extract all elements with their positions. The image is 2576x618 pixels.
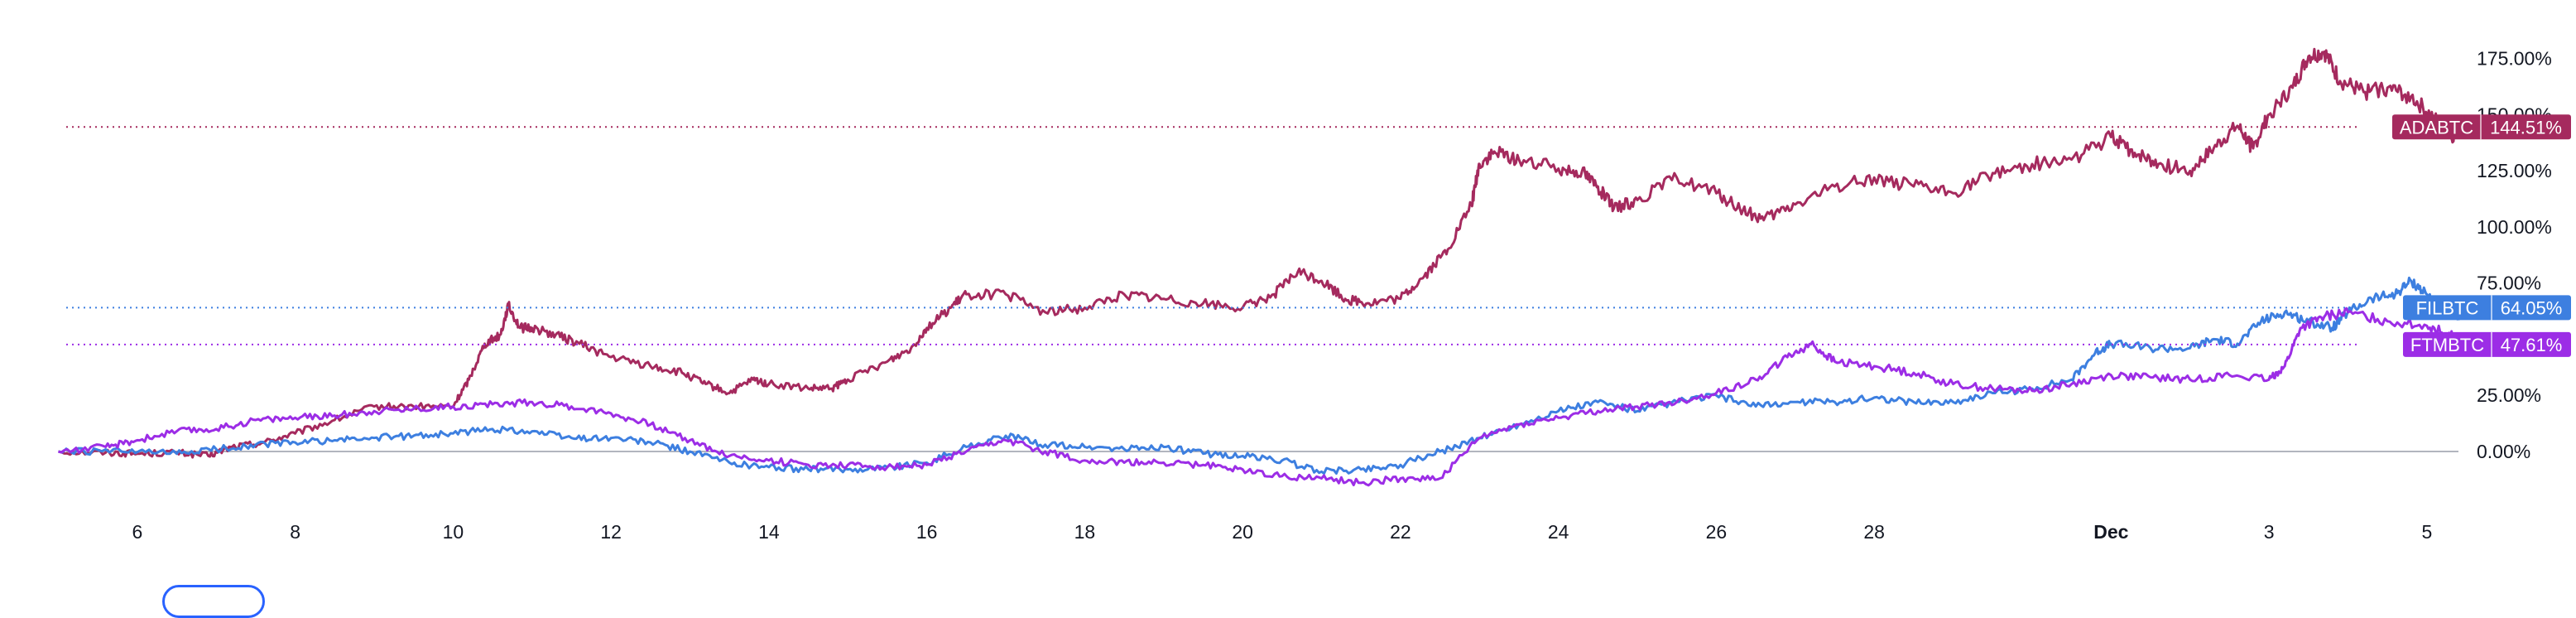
y-tick-label: 25.00%: [2477, 384, 2541, 406]
value-tag-ftmbtc: FTMBTC 47.61%: [2403, 331, 2571, 357]
x-tick-label: 6: [132, 521, 142, 543]
x-tick-label: 5: [2421, 521, 2432, 543]
y-axis-labels: 0.00%25.00%50.00%75.00%100.00%125.00%150…: [2477, 48, 2552, 462]
x-tick-label: 8: [290, 521, 300, 543]
x-tick-label: 14: [758, 521, 780, 543]
x-tick-label: Dec: [2093, 521, 2128, 543]
x-tick-label: 18: [1074, 521, 1096, 543]
series-line-adabtc: [58, 47, 2468, 459]
value-tag-filbtc: FILBTC 64.05%: [2403, 295, 2571, 321]
x-tick-label: 22: [1390, 521, 1411, 543]
series-layer: [58, 47, 2468, 487]
x-tick-label: 24: [1548, 521, 1569, 543]
y-tick-label: 100.00%: [2477, 216, 2552, 238]
y-tick-label: 175.00%: [2477, 48, 2552, 70]
value-tag-background: [2403, 331, 2571, 357]
series-line-ftmbtc: [58, 307, 2468, 487]
series-name-label: ADABTC: [2400, 117, 2473, 138]
series-value-label: 144.51%: [2490, 117, 2562, 138]
series-name-label: FILBTC: [2416, 297, 2479, 318]
x-tick-label: 12: [600, 521, 622, 543]
y-tick-label: 0.00%: [2477, 441, 2530, 462]
y-tick-label: 125.00%: [2477, 160, 2552, 181]
x-axis-labels: 6 8 10 12 14 16 18 20 22 24 26 28 Dec 3 5: [132, 521, 2432, 543]
series-value-label: 64.05%: [2501, 297, 2563, 318]
series-value-label: 47.61%: [2501, 335, 2563, 355]
x-tick-label: 3: [2264, 521, 2275, 543]
y-tick-label: 75.00%: [2477, 273, 2541, 294]
price-comparison-chart: 0.00%25.00%50.00%75.00%100.00%125.00%150…: [58, 47, 2571, 543]
x-tick-label: 20: [1232, 521, 1253, 543]
x-tick-label: 28: [1863, 521, 1885, 543]
series-line-filbtc: [58, 276, 2468, 476]
x-tick-label: 16: [916, 521, 938, 543]
x-tick-label: 10: [443, 521, 464, 543]
x-tick-label: 26: [1706, 521, 1728, 543]
value-tag-adabtc: ADABTC 144.51%: [2392, 114, 2571, 140]
value-tag-background: [2403, 295, 2571, 321]
range-selector-button[interactable]: [162, 585, 265, 618]
series-name-label: FTMBTC: [2410, 335, 2484, 355]
series-value-tags: ADABTC 144.51% FILBTC 64.05% FTMBTC 47.61%: [2392, 114, 2571, 357]
